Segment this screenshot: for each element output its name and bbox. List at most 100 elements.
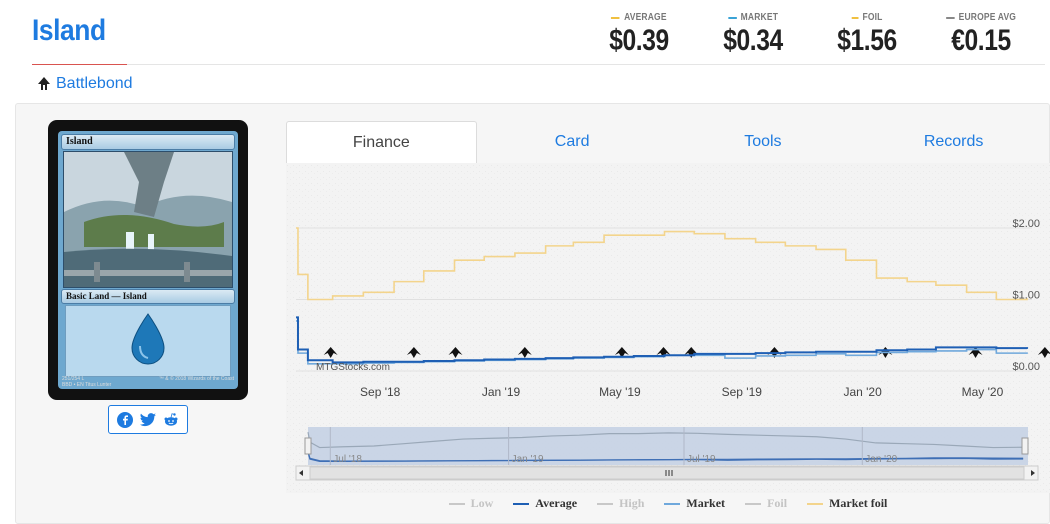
price-chart[interactable]: $2.00 $1.00 $0.00 Sep '18 Jan '19 May '19 Sep… [286,163,1050,524]
set-release-marker-icon [517,347,532,358]
set-link[interactable]: Battlebond [36,75,133,93]
navigator-scrollbar[interactable] [295,465,1039,481]
price-europe-value: €0.15 [951,24,1011,57]
legend-swatch [513,502,530,505]
navigator-line [307,452,1024,463]
share-buttons [108,405,188,434]
navigator-tick-label: Jul '18 [333,454,362,465]
set-release-marker-icon [684,347,699,358]
legend-label: Market [686,496,726,510]
europe-color-dash [945,16,955,19]
price-europe: EUROPE AVG €0.15 [924,12,1038,58]
legend-swatch [745,502,762,505]
navigator-ticks: Jul '18 Jan '19 Jul '19 Jan '20 [329,427,898,465]
set-release-marker-icon [406,347,421,358]
card-art [63,151,233,288]
price-market: MARKET $0.34 [696,12,810,58]
battlebond-set-icon [36,76,52,92]
x-tick-label: Sep '19 [722,385,763,399]
foil-color-dash [851,16,859,19]
legend-swatch [448,502,465,505]
average-color-dash [611,16,620,19]
legend-swatch [664,502,681,505]
tab-records[interactable]: Records [923,133,984,150]
scrollbar-grip-icon [665,470,673,476]
blue-mana-drop-icon [131,313,165,365]
reddit-icon [164,412,178,426]
legend-item-foil[interactable]: Foil [745,496,787,511]
x-axis-ticks: Sep '18 Jan '19 May '19 Sep '19 Jan '20 May '… [360,385,1004,399]
x-tick-label: Jan '19 [482,385,521,399]
legend-swatch [807,502,824,505]
x-tick-label: May '19 [599,385,641,399]
set-release-marker-icon [968,347,983,358]
card-type-line: Basic Land — Island [61,289,235,304]
legend-label: Foil [767,496,788,510]
navigator-series [307,431,1024,463]
facebook-share-button[interactable] [115,410,134,429]
card-collector-number: 251/254 L BBD • EN Titus Lunter [62,376,112,388]
header-divider [127,64,1045,65]
price-foil-label: FOIL [862,12,883,23]
price-foil: FOIL $1.56 [810,12,924,58]
twitter-share-button[interactable] [138,410,157,429]
tab-card[interactable]: Card [554,133,590,150]
price-average: AVERAGE $0.39 [582,12,696,58]
legend-item-market[interactable]: Market [664,496,725,511]
price-chart-svg[interactable]: $2.00$1.00$0.00 Sep '18 Jan '19 May '19 Sep… [286,163,1050,493]
card-copyright: ™ & © 2018 Wizards of the Coast [158,376,234,382]
chart-navigator[interactable]: Jul '18 Jan '19 Jul '19 Jan '20 [304,427,1029,465]
legend-item-low[interactable]: Low [448,496,494,511]
scroll-right-arrow-icon[interactable] [1031,470,1035,476]
facebook-icon [116,411,133,428]
legend-label: Average [535,496,578,510]
navigator-right-handle[interactable] [1021,437,1029,455]
market-color-dash [727,16,737,19]
price-summary: AVERAGE $0.39 MARKET $0.34 FOIL $1.56 EU… [582,12,1038,58]
price-europe-label: EUROPE AVG [958,12,1017,23]
chart-grid [296,227,1032,372]
series-line-market-foil [296,227,1028,301]
legend-item-high[interactable]: High [597,496,644,511]
reddit-share-button[interactable] [162,410,181,429]
legend-item-average[interactable]: Average [513,496,577,511]
price-average-value: $0.39 [609,24,669,57]
legend-item-market-foil[interactable]: Market foil [807,496,887,511]
chart-watermark: MTGStocks.com [316,362,390,373]
navigator-tick-label: Jul '19 [687,454,716,465]
x-tick-label: Jan '20 [843,385,882,399]
tab-finance[interactable]: Finance [286,121,477,163]
set-release-marker-icon [656,347,671,358]
x-tick-label: May '20 [962,385,1004,399]
set-name: Battlebond [56,75,133,92]
price-market-value: $0.34 [723,24,783,57]
twitter-icon [139,412,156,426]
y-axis-ticks: $2.00 $1.00 $0.00 [1012,218,1040,373]
y-tick-label: $2.00 [1012,218,1040,230]
scrollbar-thumb[interactable] [309,466,1025,480]
price-average-label: AVERAGE [624,12,667,23]
price-market-label: MARKET [740,12,779,23]
title-underline [32,64,127,65]
chart-legend: Low Average High Market Foil Market foil [286,496,1050,511]
scroll-left-arrow-icon[interactable] [299,470,303,476]
set-release-marker-icon [448,347,463,358]
card-name-bar: Island [61,134,235,150]
card-text-box [65,305,231,377]
navigator-tick-label: Jan '20 [865,454,897,465]
y-tick-label: $0.00 [1012,361,1040,373]
price-foil-value: $1.56 [837,24,897,57]
navigator-left-handle[interactable] [304,437,312,455]
legend-label: Low [470,496,494,510]
y-tick-label: $1.00 [1012,290,1040,302]
card-frame: Island Basic Land — Island [58,131,238,389]
x-tick-label: Sep '18 [360,385,401,399]
navigator-tick-label: Jan '19 [512,454,544,465]
card-image[interactable]: Island Basic Land — Island [48,120,248,400]
legend-label: Market foil [829,496,888,510]
tab-tools[interactable]: Tools [744,133,782,150]
set-release-marker-icon [614,347,629,358]
card-footer: 251/254 L BBD • EN Titus Lunter ™ & © 201… [62,376,234,388]
tab-bar: Finance Card Tools Records [286,121,1049,163]
